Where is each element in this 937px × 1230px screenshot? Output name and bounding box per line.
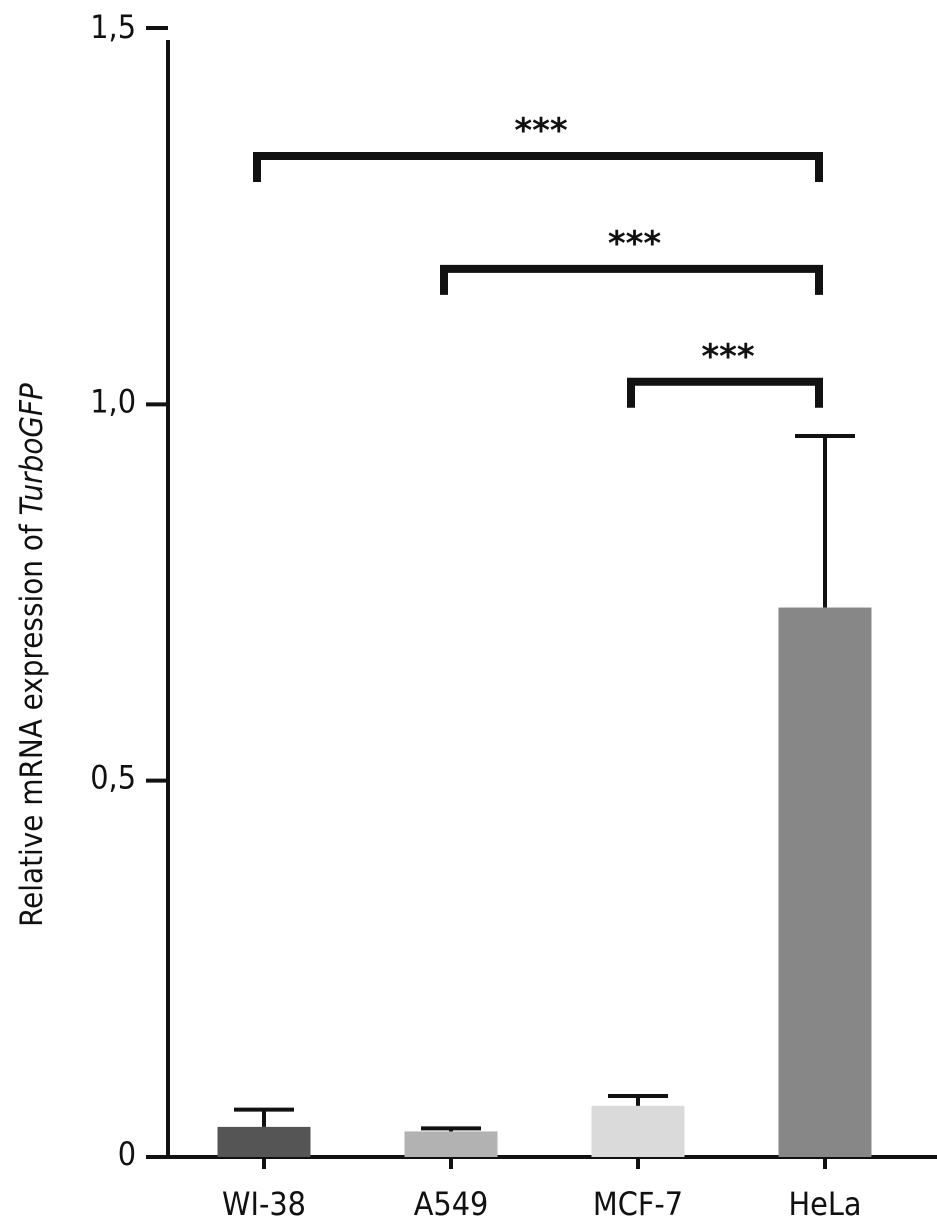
bars (217, 607, 872, 1157)
y-ticks: 0 0,5 1,0 1,5 (90, 8, 168, 1173)
y-tick-label: 0 (118, 1135, 136, 1173)
y-tick-label: 1,0 (90, 382, 136, 420)
x-tick-label: HeLa (788, 1185, 861, 1223)
significance-brackets: *** *** *** (253, 111, 823, 408)
x-ticks: WI-38 A549 MCF-7 HeLa (222, 1157, 862, 1223)
y-axis-label-prefix: Relative mRNA expression of (14, 515, 50, 926)
significance-bracket (253, 151, 823, 182)
x-tick-label: MCF-7 (593, 1185, 683, 1223)
significance-bracket (440, 264, 823, 295)
y-tick-label: 0,5 (90, 759, 136, 797)
bar (778, 607, 872, 1157)
error-bars (234, 433, 855, 1132)
y-axis-label-gene: TurboGFP (14, 383, 50, 515)
significance-label: *** (514, 111, 568, 151)
x-tick-label: A549 (414, 1185, 489, 1223)
y-axis-label: Relative mRNA expression of TurboGFP (14, 383, 50, 927)
significance-bracket (627, 377, 823, 408)
bar (404, 1131, 498, 1157)
bar (217, 1126, 311, 1157)
y-tick-label: 1,5 (90, 8, 136, 46)
significance-label: *** (608, 224, 662, 264)
bar (591, 1105, 685, 1157)
significance-label: *** (701, 337, 755, 377)
x-tick-label: WI-38 (222, 1185, 306, 1223)
